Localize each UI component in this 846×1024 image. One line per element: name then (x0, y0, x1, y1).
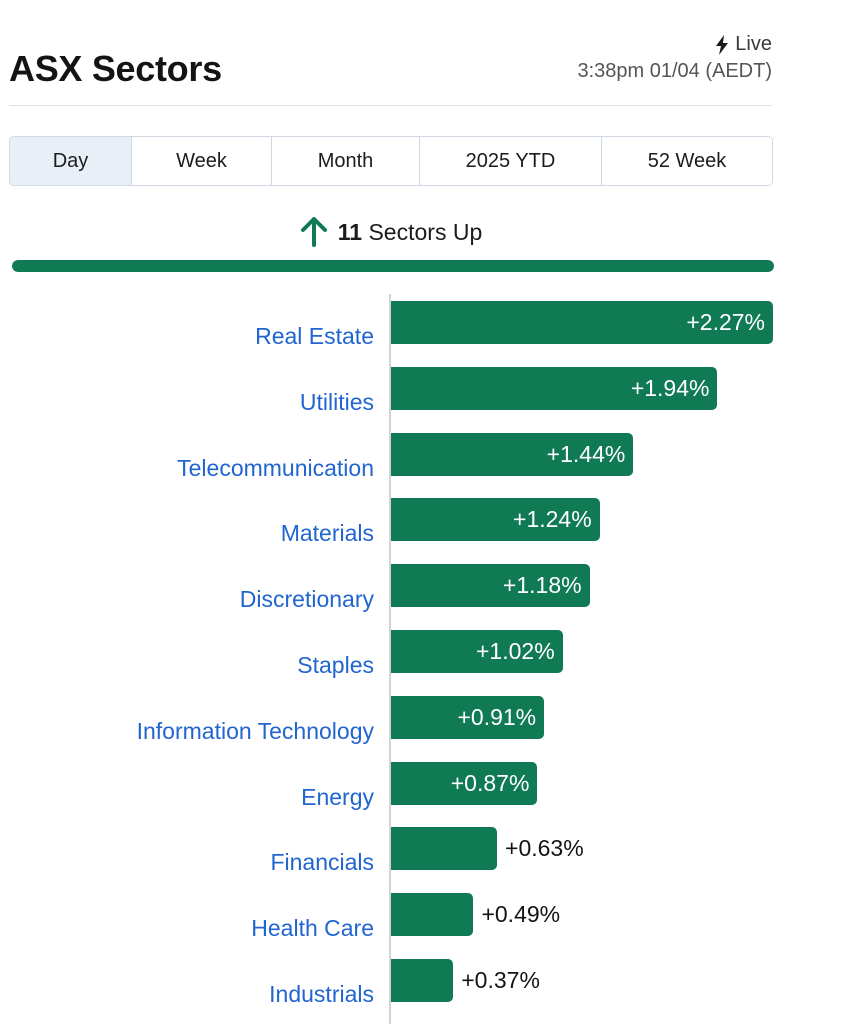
sector-value-label: +0.91% (457, 703, 537, 730)
page-title: ASX Sectors (9, 48, 222, 89)
live-label: Live (735, 33, 772, 55)
sector-bar (391, 432, 634, 476)
sector-bar (391, 630, 563, 673)
sector-bar (391, 498, 600, 542)
sector-row-real-estate: Real Estate +2.27% (0, 301, 846, 367)
sector-row-telecommunication: Telecommunication +1.44% (0, 432, 846, 499)
sector-label[interactable]: Telecommunication (177, 454, 374, 481)
sector-label[interactable]: Energy (301, 783, 374, 810)
tab-52-week[interactable]: 52 Week (602, 137, 772, 185)
sector-value-label: +0.37% (461, 967, 540, 993)
sectors-up-count: 11 (337, 218, 363, 245)
sector-row-industrials: Industrials +0.37% (0, 959, 846, 1024)
sector-value-label: +1.44% (546, 440, 626, 467)
tab-week[interactable]: Week (132, 137, 272, 185)
sector-bar (391, 695, 545, 739)
sector-value-label: +1.18% (502, 572, 582, 599)
sector-row-utilities: Utilities +1.94% (0, 366, 846, 433)
sector-label[interactable]: Industrials (269, 981, 374, 1007)
period-tabs: Day Week Month 2025 YTD 52 Week (9, 136, 773, 186)
sector-bar (391, 827, 498, 871)
sector-label[interactable]: Utilities (299, 388, 374, 415)
sectors-summary: 11 Sectors Up (0, 214, 782, 250)
sector-bar (391, 959, 454, 1002)
lightning-icon (716, 34, 729, 55)
tab-month[interactable]: Month (272, 137, 420, 185)
tab-day[interactable]: Day (10, 137, 132, 185)
sector-row-information-technology: Information Technology +0.91% (0, 695, 846, 762)
sector-row-health-care: Health Care +0.49% (0, 893, 846, 959)
tab-2025-ytd[interactable]: 2025 YTD (420, 137, 602, 185)
header-divider (9, 105, 772, 106)
sector-label[interactable]: Financials (270, 849, 374, 876)
live-indicator: Live (715, 33, 772, 56)
sectors-up-progress-fill (12, 260, 774, 272)
sector-row-discretionary: Discretionary +1.18% (0, 564, 846, 630)
sector-value-label: +1.24% (513, 506, 592, 533)
chart-axis (389, 294, 391, 1024)
sectors-up-progress (12, 260, 774, 272)
sector-bar (391, 893, 474, 937)
sector-row-financials: Financials +0.63% (0, 827, 846, 893)
sector-label[interactable]: Discretionary (239, 586, 374, 613)
sector-value-label: +0.49% (481, 901, 561, 928)
timestamp: 3:38pm 01/04 (AEDT) (577, 60, 772, 82)
sector-row-staples: Staples +1.02% (0, 630, 846, 696)
sector-label[interactable]: Materials (280, 520, 374, 547)
sector-bar (391, 564, 590, 608)
sector-value-label: +2.27% (686, 309, 765, 335)
sector-label[interactable]: Real Estate (255, 323, 374, 349)
sector-value-label: +1.94% (630, 374, 710, 401)
sector-label[interactable]: Staples (297, 652, 374, 678)
sector-bar (391, 366, 718, 410)
sector-bar (391, 761, 538, 805)
sector-row-materials: Materials +1.24% (0, 498, 846, 564)
sector-label[interactable]: Information Technology (136, 717, 374, 744)
sector-label[interactable]: Health Care (251, 915, 374, 942)
sector-value-label: +0.63% (505, 835, 584, 862)
sector-row-energy: Energy +0.87% (0, 761, 846, 828)
arrow-up-icon (300, 217, 327, 247)
sector-bar (391, 301, 773, 344)
sector-value-label: +1.02% (476, 638, 555, 664)
sector-value-label: +0.87% (450, 769, 530, 796)
sectors-up-text: Sectors Up (368, 218, 483, 245)
